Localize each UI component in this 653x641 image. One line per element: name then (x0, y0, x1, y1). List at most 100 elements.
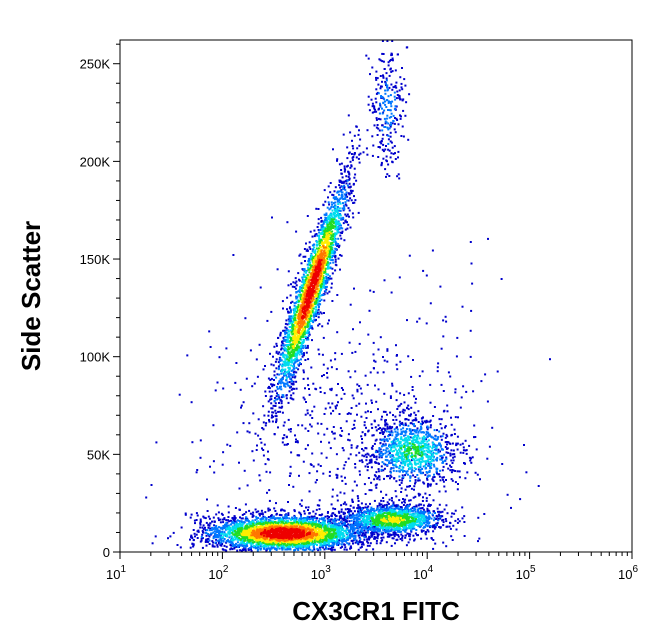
event-point (426, 507, 429, 510)
event-point (285, 319, 288, 322)
event-point (421, 423, 424, 426)
event-point (449, 375, 452, 378)
event-point (423, 437, 426, 440)
event-point (405, 430, 408, 433)
event-point (270, 416, 273, 419)
event-point (439, 435, 442, 438)
event-point (196, 469, 199, 471)
event-point (368, 510, 371, 512)
event-point (400, 135, 403, 137)
event-point (224, 523, 226, 526)
event-point (357, 504, 360, 507)
event-point (380, 85, 382, 88)
event-point (314, 387, 317, 390)
event-point (297, 272, 300, 275)
event-point (375, 429, 378, 432)
event-point (300, 262, 303, 265)
event-point (332, 213, 335, 216)
event-point (397, 448, 400, 451)
event-point (309, 320, 312, 323)
event-point (285, 374, 288, 377)
event-point (398, 479, 401, 482)
event-point (256, 375, 259, 378)
event-point (466, 471, 469, 474)
event-point (317, 316, 320, 319)
event-point (281, 516, 284, 519)
event-point (353, 176, 356, 179)
event-point (456, 442, 459, 445)
event-point (358, 541, 361, 544)
event-point (347, 192, 350, 195)
event-point (470, 457, 472, 460)
event-point (336, 158, 339, 161)
event-point (324, 286, 327, 289)
event-point (219, 542, 222, 545)
event-point (422, 508, 425, 511)
event-point (321, 227, 324, 230)
event-point (284, 332, 287, 335)
event-point (347, 438, 350, 441)
event-point (231, 535, 233, 538)
event-point (433, 510, 436, 513)
event-point (394, 510, 397, 513)
event-point (239, 543, 242, 546)
event-point (429, 424, 432, 427)
event-point (365, 147, 368, 150)
event-point (435, 482, 438, 485)
event-point (264, 424, 267, 427)
event-point (438, 475, 441, 478)
event-point (349, 160, 352, 163)
event-point (306, 215, 309, 217)
event-point (336, 543, 338, 546)
event-point (389, 397, 392, 399)
event-point (270, 383, 273, 386)
event-point (282, 372, 285, 375)
event-point (255, 517, 258, 520)
event-point (288, 307, 291, 310)
event-point (394, 504, 396, 507)
event-point (352, 518, 355, 521)
event-point (277, 365, 280, 368)
event-point (414, 476, 417, 478)
event-point (329, 216, 332, 219)
event-point (235, 545, 238, 548)
event-point (333, 523, 336, 526)
event-point (332, 546, 335, 549)
event-point (219, 521, 222, 524)
event-point (335, 534, 338, 536)
event-point (338, 163, 341, 166)
event-point (375, 110, 378, 113)
event-point (394, 527, 397, 530)
event-point (372, 144, 375, 147)
event-point (340, 180, 343, 183)
event-point (443, 459, 446, 462)
event-point (395, 443, 398, 446)
event-point (202, 515, 205, 518)
event-point (463, 515, 466, 518)
event-point (356, 541, 359, 544)
event-point (380, 539, 383, 542)
event-point (549, 358, 551, 361)
event-point (326, 322, 329, 325)
event-point (415, 529, 418, 531)
event-point (380, 451, 383, 454)
event-point (358, 521, 361, 524)
event-point (283, 362, 286, 365)
event-point (433, 437, 436, 440)
event-point (405, 472, 408, 475)
event-point (285, 332, 288, 335)
event-point (207, 533, 209, 535)
event-point (324, 290, 327, 292)
event-point (356, 388, 359, 391)
event-point (376, 371, 379, 374)
event-point (393, 91, 396, 94)
event-point (325, 279, 327, 282)
event-point (260, 513, 263, 515)
event-point (192, 539, 195, 542)
event-point (385, 541, 388, 544)
event-point (404, 498, 407, 501)
event-point (402, 424, 405, 427)
event-point (305, 506, 307, 509)
event-point (320, 452, 323, 455)
event-point (258, 544, 261, 547)
